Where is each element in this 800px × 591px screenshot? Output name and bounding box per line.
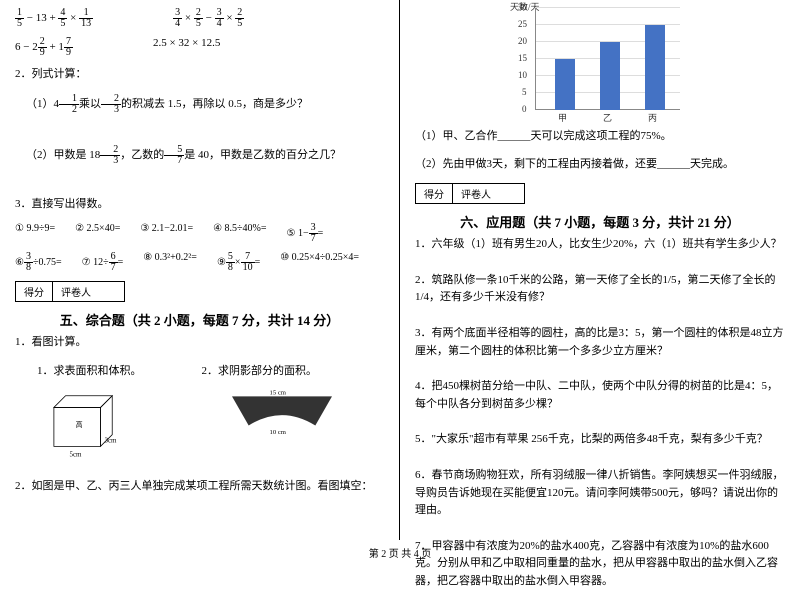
app-4: 4．把450棵树苗分给一中队、二中队，使两个中队分得的树苗的比是4：5，每个中队… — [415, 378, 785, 413]
section-6-title: 六、应用题（共 7 小题，每题 3 分，共计 21 分） — [415, 212, 785, 231]
app-2: 2．筑路队修一条10千米的公路，第一天修了全长的1/5，第二天修了全长的1/4，… — [415, 272, 785, 307]
svg-text:5cm: 5cm — [69, 450, 82, 458]
score-box-2: 得分评卷人 — [415, 183, 525, 204]
svg-text:高: 高 — [76, 420, 83, 429]
bar-chart: 天数/天 0 5 10 15 20 25 30 甲 乙 丙 — [510, 8, 690, 128]
cube-figure: 高 3cm 5cm — [45, 388, 125, 458]
app-7: 7．甲容器中有浓度为20%的盐水400克，乙容器中有浓度为10%的盐水600克。… — [415, 538, 785, 591]
q1a-label: 1．求表面积和体积。 — [15, 362, 142, 378]
app-1: 1．六年级（1）班有男生20人，比女生少20%，六（1）班共有学生多少人？ — [415, 236, 785, 254]
app-5: 5．"大家乐"超市有苹果 256千克，比梨的两倍多48千克，梨有多少千克？ — [415, 431, 785, 449]
calc-list: ① 9.9÷9=② 2.5×40=③ 2.1−2.01=④ 8.5÷40%=⑤ … — [15, 223, 384, 273]
problem-2-title: 2．列式计算： — [15, 66, 384, 84]
app-3: 3．有两个底面半径相等的圆柱，高的比是3：5，第一个圆柱的体积是48立方厘米，第… — [415, 325, 785, 360]
svg-text:15 cm: 15 cm — [269, 389, 286, 396]
score-box: 得分评卷人 — [15, 281, 125, 302]
equation-2b: 2.5 × 32 × 12.5 — [153, 37, 220, 58]
app-6: 6．春节商场购物狂欢，所有羽绒服一律八折销售。李阿姨想买一件羽绒服，导购员告诉她… — [415, 467, 785, 520]
problem-3-title: 3．直接写出得数。 — [15, 196, 384, 214]
problem-2-1: （1）412乘以23的积减去 1.5，再除以 0.5，商是多少？ — [15, 94, 384, 115]
q2-text: 2．如图是甲、乙、丙三人单独完成某项工程所需天数统计图。看图填空： — [15, 478, 384, 496]
svg-text:10 cm: 10 cm — [269, 429, 286, 436]
trapezoid-figure: 15 cm 10 cm — [222, 388, 342, 438]
section-5-title: 五、综合题（共 2 小题，每题 7 分，共计 14 分） — [15, 310, 384, 329]
equation-2a: 6 − 229 + 179 — [15, 37, 73, 58]
fill-1: （1）甲、乙合作______天可以完成这项工程的75%。 — [415, 128, 785, 146]
equation-1a: 15 − 13 + 45 × 113 — [15, 8, 93, 29]
q1b-label: 2．求阴影部分的面积。 — [202, 362, 342, 378]
equation-1b: 34 × 25 − 34 × 25 — [173, 8, 244, 29]
fill-2: （2）先由甲做3天，剩下的工程由丙接着做，还要______天完成。 — [415, 156, 785, 174]
q1-title: 1．看图计算。 — [15, 334, 384, 352]
problem-2-2: （2）甲数是 1823，乙数的57是 40，甲数是乙数的百分之几？ — [15, 145, 384, 166]
svg-text:3cm: 3cm — [104, 436, 117, 444]
